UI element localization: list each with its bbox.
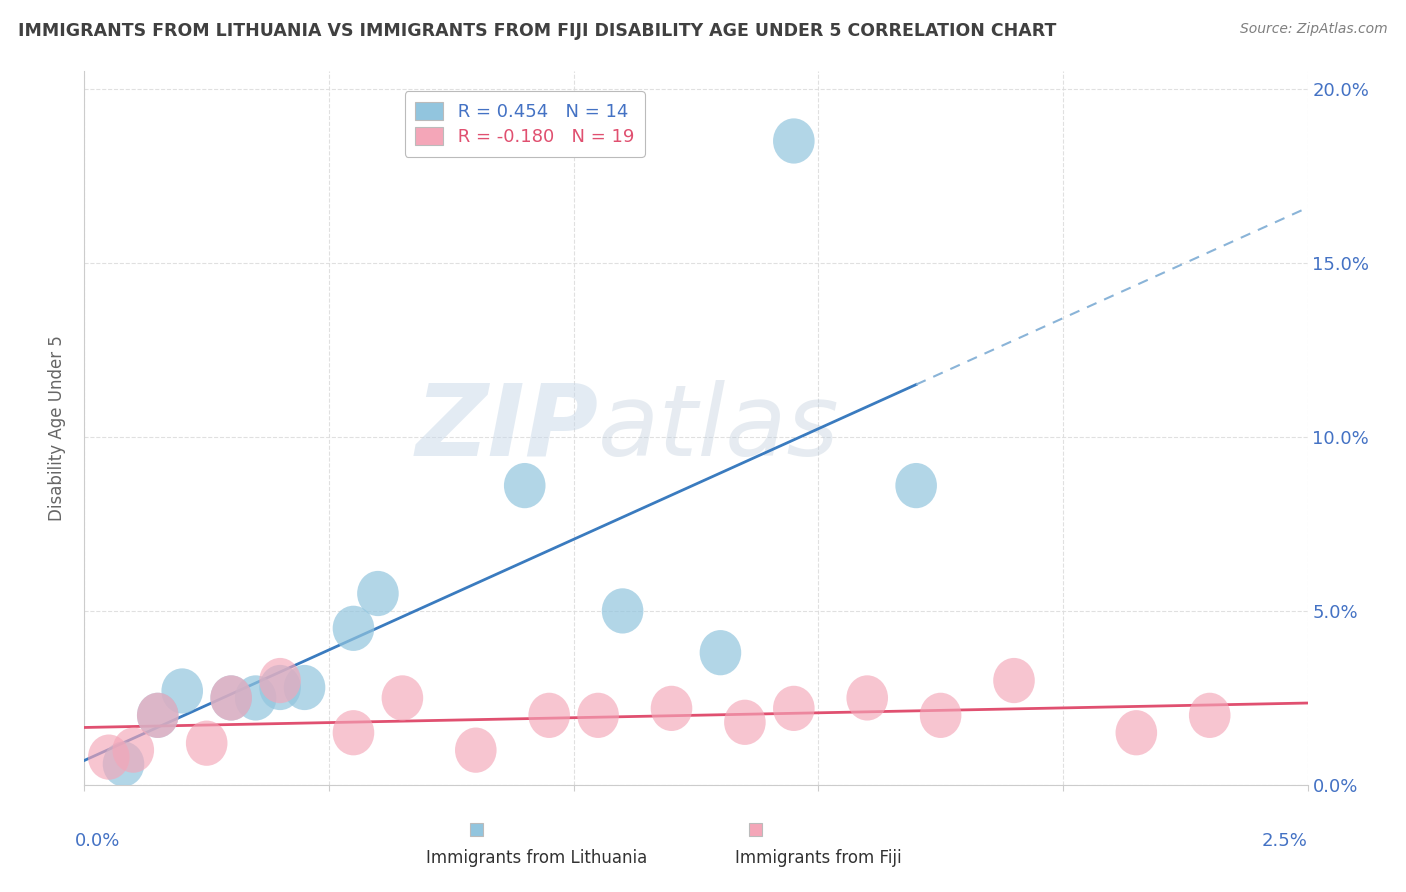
Ellipse shape <box>235 675 277 721</box>
Ellipse shape <box>259 665 301 710</box>
Ellipse shape <box>211 675 252 721</box>
Ellipse shape <box>112 728 155 772</box>
Ellipse shape <box>333 710 374 756</box>
Ellipse shape <box>700 630 741 675</box>
Ellipse shape <box>920 693 962 738</box>
Ellipse shape <box>1115 710 1157 756</box>
Ellipse shape <box>896 463 936 508</box>
Ellipse shape <box>162 668 202 714</box>
Ellipse shape <box>333 606 374 651</box>
Ellipse shape <box>259 658 301 703</box>
Ellipse shape <box>211 675 252 721</box>
Text: Immigrants from Fiji: Immigrants from Fiji <box>735 849 901 867</box>
Ellipse shape <box>993 658 1035 703</box>
Ellipse shape <box>186 721 228 766</box>
Text: atlas: atlas <box>598 380 839 476</box>
Text: 2.5%: 2.5% <box>1261 832 1308 850</box>
Ellipse shape <box>578 693 619 738</box>
Ellipse shape <box>529 693 569 738</box>
Ellipse shape <box>136 693 179 738</box>
FancyBboxPatch shape <box>470 823 482 837</box>
Text: Source: ZipAtlas.com: Source: ZipAtlas.com <box>1240 22 1388 37</box>
Text: ZIP: ZIP <box>415 380 598 476</box>
Ellipse shape <box>136 693 179 738</box>
Ellipse shape <box>89 734 129 780</box>
Ellipse shape <box>456 728 496 772</box>
Ellipse shape <box>503 463 546 508</box>
Ellipse shape <box>724 699 766 745</box>
Text: 0.0%: 0.0% <box>75 832 120 850</box>
Ellipse shape <box>602 589 644 633</box>
Ellipse shape <box>284 665 325 710</box>
Text: Immigrants from Lithuania: Immigrants from Lithuania <box>426 849 648 867</box>
Ellipse shape <box>381 675 423 721</box>
Ellipse shape <box>357 571 399 616</box>
Legend:  R = 0.454   N = 14,  R = -0.180   N = 19: R = 0.454 N = 14, R = -0.180 N = 19 <box>405 91 645 157</box>
Ellipse shape <box>651 686 692 731</box>
Y-axis label: Disability Age Under 5: Disability Age Under 5 <box>48 335 66 521</box>
Ellipse shape <box>1189 693 1230 738</box>
Ellipse shape <box>846 675 889 721</box>
Ellipse shape <box>103 741 145 787</box>
Ellipse shape <box>773 686 814 731</box>
FancyBboxPatch shape <box>748 823 762 837</box>
Ellipse shape <box>773 119 814 163</box>
Text: IMMIGRANTS FROM LITHUANIA VS IMMIGRANTS FROM FIJI DISABILITY AGE UNDER 5 CORRELA: IMMIGRANTS FROM LITHUANIA VS IMMIGRANTS … <box>18 22 1057 40</box>
